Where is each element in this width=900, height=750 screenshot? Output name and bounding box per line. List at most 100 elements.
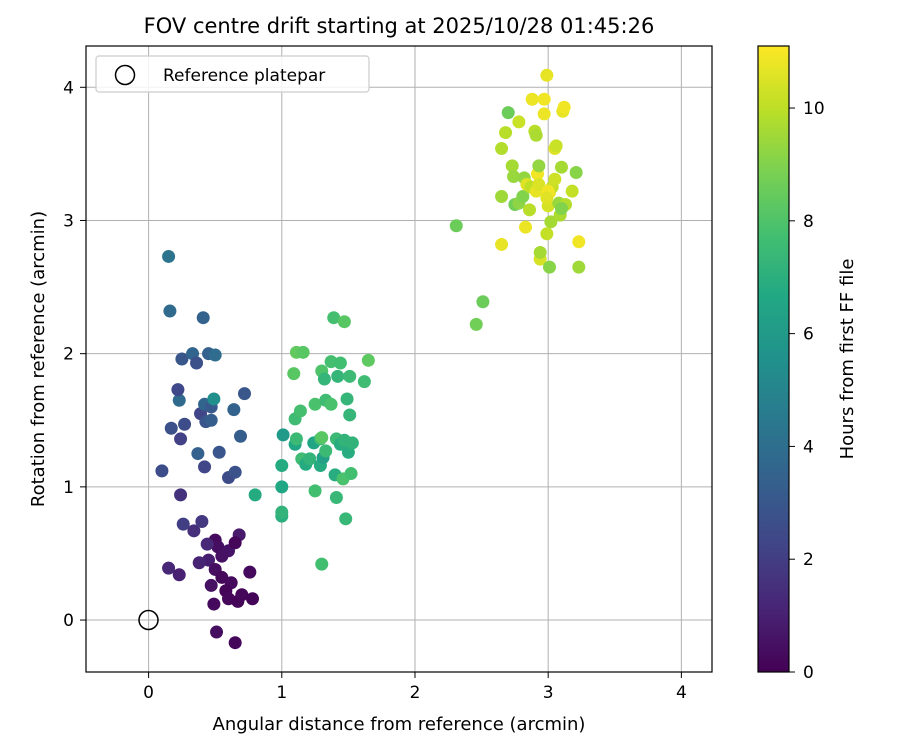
data-point (507, 170, 521, 184)
data-point (228, 536, 242, 550)
legend-entry: Reference platepar (163, 66, 325, 86)
plot-frame (85, 45, 713, 673)
data-point (344, 467, 358, 481)
data-point (187, 524, 201, 538)
data-point (174, 488, 188, 502)
data-point (308, 484, 322, 498)
data-point (308, 397, 322, 411)
data-point (572, 235, 586, 249)
data-point (237, 387, 251, 401)
colorbar-tick-label: 4 (803, 437, 814, 457)
y-axis-ticks: 0 1 2 3 4 (63, 78, 86, 631)
data-point (554, 201, 568, 215)
chart-title: FOV centre drift starting at 2025/10/28 … (144, 14, 655, 38)
colorbar-tick-label: 2 (803, 550, 814, 570)
data-point (569, 166, 583, 180)
colorbar-tick-label: 6 (803, 325, 814, 345)
data-point (196, 311, 210, 325)
data-point (317, 372, 331, 386)
data-point (212, 445, 226, 459)
data-point (476, 295, 490, 309)
colorbar-tick-label: 8 (803, 212, 814, 232)
y-tick-label: 3 (63, 211, 74, 231)
data-point (449, 219, 463, 233)
data-point (289, 432, 303, 446)
data-point (234, 429, 248, 443)
data-point (303, 452, 317, 466)
data-point (245, 592, 259, 606)
data-point (215, 549, 229, 563)
data-point (340, 392, 354, 406)
data-point (549, 139, 563, 153)
data-point (525, 92, 539, 106)
data-point (275, 505, 289, 519)
data-point (275, 480, 289, 494)
data-point (207, 392, 221, 406)
data-point (540, 227, 554, 241)
data-point (572, 260, 586, 274)
colorbar: 0 2 4 6 8 10 Hours from first FF file (757, 45, 858, 683)
data-point (210, 625, 224, 639)
data-point (164, 421, 178, 435)
colorbar-tick-label: 0 (803, 663, 814, 683)
data-point (331, 369, 345, 383)
legend: Reference platepar (95, 55, 370, 93)
data-point (276, 428, 290, 442)
data-point (361, 353, 375, 367)
data-point (540, 68, 554, 82)
data-point (162, 561, 176, 575)
y-tick-label: 0 (63, 611, 74, 631)
data-point (469, 317, 483, 331)
data-point (248, 488, 262, 502)
data-points (155, 68, 586, 650)
data-point (200, 537, 214, 551)
data-point (357, 375, 371, 389)
x-axis-label: Angular distance from reference (arcmin) (213, 714, 586, 735)
data-point (155, 464, 169, 478)
y-tick-label: 4 (63, 78, 74, 98)
data-point (324, 397, 338, 411)
data-point (519, 220, 533, 234)
legend-box (95, 55, 370, 93)
data-point (532, 159, 546, 173)
data-point (198, 460, 212, 474)
data-point (207, 597, 221, 611)
data-point (315, 557, 329, 571)
x-tick-label: 3 (543, 683, 554, 703)
data-point (296, 345, 310, 359)
data-point (337, 315, 351, 329)
data-point (275, 459, 289, 473)
data-point (532, 178, 546, 192)
data-point (208, 348, 222, 362)
data-point (339, 512, 353, 526)
data-point (176, 517, 190, 531)
y-tick-label: 2 (63, 345, 74, 365)
data-point (227, 403, 241, 417)
data-point (191, 447, 205, 461)
colorbar-tick-label: 10 (803, 99, 825, 119)
data-point (495, 142, 509, 156)
reference-platepar-marker (138, 609, 159, 631)
data-point (512, 115, 526, 129)
data-point (554, 160, 568, 174)
data-point (287, 367, 301, 381)
data-point (190, 356, 204, 370)
data-point (228, 465, 242, 479)
data-point (345, 436, 359, 450)
data-point (557, 100, 571, 114)
colorbar-ticks: 0 2 4 6 8 10 (789, 99, 825, 683)
data-point (293, 404, 307, 418)
data-point (505, 159, 519, 173)
data-point (533, 245, 547, 259)
data-point (204, 578, 218, 592)
legend-marker-icon (114, 64, 136, 86)
data-point (319, 444, 333, 458)
data-point (529, 128, 543, 142)
data-point (178, 417, 192, 431)
x-tick-label: 1 (276, 683, 287, 703)
data-point (516, 190, 530, 204)
y-axis-label: Rotation from reference (arcmin) (28, 211, 49, 507)
grid-lines (86, 46, 712, 672)
data-point (195, 514, 209, 528)
